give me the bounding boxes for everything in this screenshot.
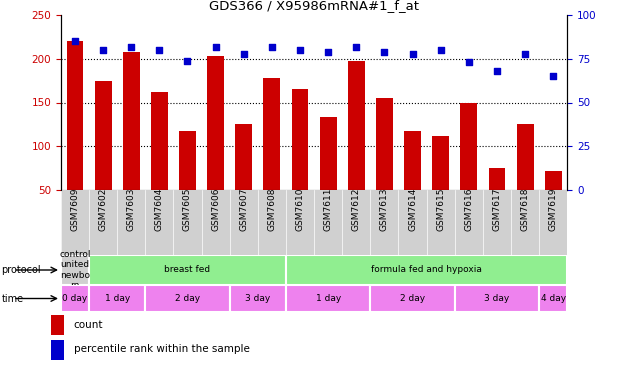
Bar bbox=[539, 285, 567, 312]
Bar bbox=[229, 285, 286, 312]
Text: time: time bbox=[1, 294, 24, 303]
Bar bbox=[292, 89, 308, 190]
Point bbox=[70, 38, 80, 44]
Bar bbox=[67, 41, 83, 190]
Bar bbox=[51, 314, 64, 335]
Bar bbox=[61, 255, 89, 285]
Bar bbox=[370, 285, 454, 312]
Bar bbox=[207, 56, 224, 190]
Bar bbox=[51, 340, 64, 359]
Text: 3 day: 3 day bbox=[485, 294, 510, 303]
Bar bbox=[123, 52, 140, 190]
Bar bbox=[517, 124, 533, 190]
Point bbox=[267, 44, 277, 49]
Text: 1 day: 1 day bbox=[315, 294, 341, 303]
Text: breast fed: breast fed bbox=[165, 265, 210, 274]
Title: GDS366 / X95986mRNA#1_f_at: GDS366 / X95986mRNA#1_f_at bbox=[209, 0, 419, 12]
Text: 3 day: 3 day bbox=[246, 294, 271, 303]
Point bbox=[436, 47, 446, 53]
Bar bbox=[61, 285, 89, 312]
Point bbox=[183, 57, 193, 63]
Bar bbox=[376, 98, 393, 190]
Bar bbox=[488, 168, 505, 190]
Text: 2 day: 2 day bbox=[175, 294, 200, 303]
Text: percentile rank within the sample: percentile rank within the sample bbox=[74, 344, 249, 355]
Point bbox=[492, 68, 502, 74]
Bar bbox=[89, 285, 146, 312]
Bar bbox=[545, 171, 562, 190]
Text: 1 day: 1 day bbox=[104, 294, 129, 303]
Bar bbox=[348, 61, 365, 190]
Text: 4 day: 4 day bbox=[540, 294, 566, 303]
Bar bbox=[95, 81, 112, 190]
Text: count: count bbox=[74, 320, 103, 329]
Text: 0 day: 0 day bbox=[62, 294, 88, 303]
Point bbox=[520, 51, 530, 56]
Bar bbox=[235, 124, 252, 190]
Bar bbox=[146, 285, 229, 312]
Bar bbox=[432, 136, 449, 190]
Point bbox=[98, 47, 108, 53]
Bar bbox=[286, 285, 370, 312]
Text: control
united
newbo
rn: control united newbo rn bbox=[59, 250, 91, 290]
Point bbox=[548, 73, 558, 79]
Point bbox=[295, 47, 305, 53]
Bar bbox=[151, 92, 168, 190]
Bar bbox=[404, 131, 421, 190]
Bar bbox=[460, 102, 478, 190]
Point bbox=[238, 51, 249, 56]
Text: formula fed and hypoxia: formula fed and hypoxia bbox=[371, 265, 482, 274]
Bar bbox=[263, 78, 280, 190]
Point bbox=[210, 44, 221, 49]
Text: protocol: protocol bbox=[1, 265, 41, 275]
Bar bbox=[286, 255, 567, 285]
Point bbox=[351, 44, 362, 49]
Bar bbox=[454, 285, 539, 312]
Point bbox=[126, 44, 137, 49]
Point bbox=[323, 49, 333, 55]
Point bbox=[463, 59, 474, 65]
Point bbox=[379, 49, 390, 55]
Text: 2 day: 2 day bbox=[400, 294, 425, 303]
Point bbox=[154, 47, 165, 53]
Bar bbox=[320, 117, 337, 190]
Bar bbox=[179, 131, 196, 190]
Point bbox=[408, 51, 418, 56]
Bar bbox=[89, 255, 286, 285]
